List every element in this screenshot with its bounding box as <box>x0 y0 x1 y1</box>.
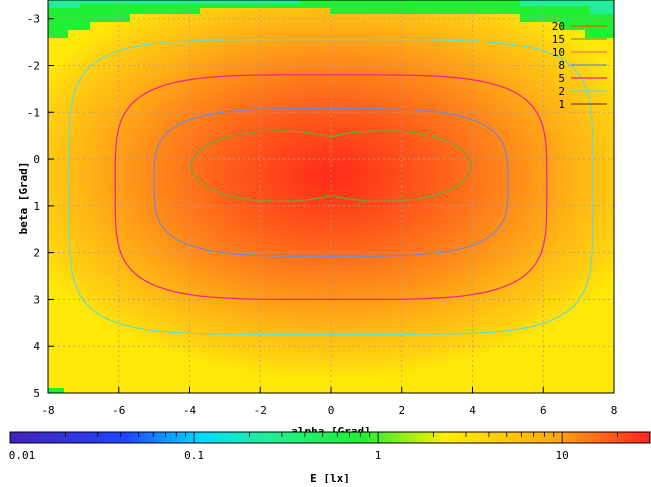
legend-label: 1 <box>558 98 565 111</box>
x-tick-label: 2 <box>398 404 405 417</box>
y-tick-label: 3 <box>33 293 40 306</box>
x-tick-label: -8 <box>41 404 54 417</box>
contour-lines <box>68 39 594 336</box>
heatmap-low-region-top-left <box>48 0 614 38</box>
contour-line-8 <box>153 107 509 257</box>
heatmap-very-low-region-top <box>48 0 614 14</box>
legend-label: 5 <box>558 72 565 85</box>
legend-label: 15 <box>552 33 565 46</box>
x-tick-label: -2 <box>254 404 267 417</box>
colorbar-tick-label: 1 <box>375 449 382 462</box>
legend-label: 2 <box>558 85 565 98</box>
colorbar-ticks: 0.01 0.1 1 10 <box>9 432 651 462</box>
colorbar-label: E [lx] <box>310 472 350 483</box>
y-tick-label: 1 <box>33 200 40 213</box>
colorbar-tick-label: 10 <box>556 449 569 462</box>
y-tick-label: -3 <box>27 13 40 26</box>
x-tick-label: 6 <box>540 404 547 417</box>
y-tick-label: -2 <box>27 60 40 73</box>
contour-line-5 <box>114 74 548 300</box>
y-tick-label: 0 <box>33 153 40 166</box>
x-tick-label: 4 <box>469 404 476 417</box>
heatmap-low-region-bottom-left <box>48 388 64 393</box>
legend-label: 8 <box>558 59 565 72</box>
contour-line-15 <box>190 130 472 202</box>
y-axis-label: beta [Grad] <box>17 162 30 235</box>
legend-label: 20 <box>552 20 565 33</box>
legend-label: 10 <box>552 46 565 59</box>
colorbar-tick-label: 0.1 <box>184 449 204 462</box>
y-axis-ticks: -3 -2 -1 0 1 2 3 4 5 <box>27 13 54 400</box>
x-tick-label: 0 <box>328 404 335 417</box>
y-tick-label: 5 <box>33 387 40 400</box>
y-tick-label: 2 <box>33 247 40 260</box>
x-tick-label: -6 <box>112 404 125 417</box>
x-axis-ticks: -8 -6 -4 -2 0 2 4 6 8 <box>41 387 617 417</box>
x-tick-label: -4 <box>183 404 197 417</box>
y-tick-label: -1 <box>27 106 40 119</box>
contour-line-2 <box>68 39 594 336</box>
colorbar-tick-label: 0.01 <box>9 449 36 462</box>
grid-lines <box>48 0 614 393</box>
y-tick-label: 4 <box>33 340 40 353</box>
x-tick-label: 8 <box>611 404 618 417</box>
plot-area <box>48 0 614 393</box>
